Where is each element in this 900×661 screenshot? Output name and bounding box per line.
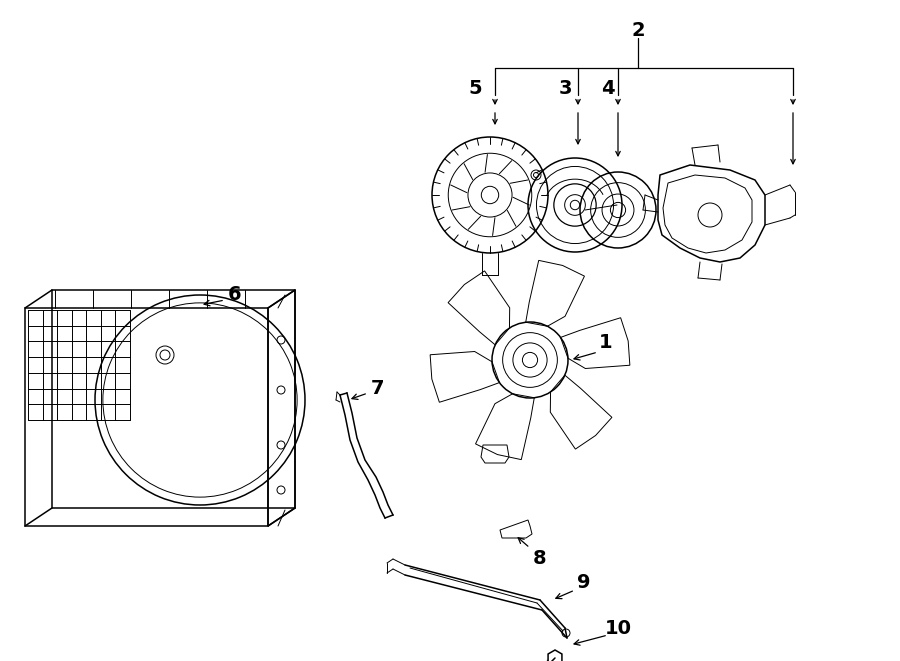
Text: 1: 1 — [599, 332, 613, 352]
Polygon shape — [548, 650, 562, 661]
Polygon shape — [658, 165, 765, 262]
Text: 6: 6 — [229, 286, 242, 305]
Text: 8: 8 — [533, 549, 547, 568]
Text: 3: 3 — [558, 79, 572, 98]
Text: 4: 4 — [601, 79, 615, 98]
Text: 9: 9 — [577, 574, 590, 592]
Text: 5: 5 — [468, 79, 482, 98]
Text: 7: 7 — [371, 379, 385, 397]
Text: 10: 10 — [605, 619, 632, 637]
Text: 2: 2 — [631, 20, 644, 40]
